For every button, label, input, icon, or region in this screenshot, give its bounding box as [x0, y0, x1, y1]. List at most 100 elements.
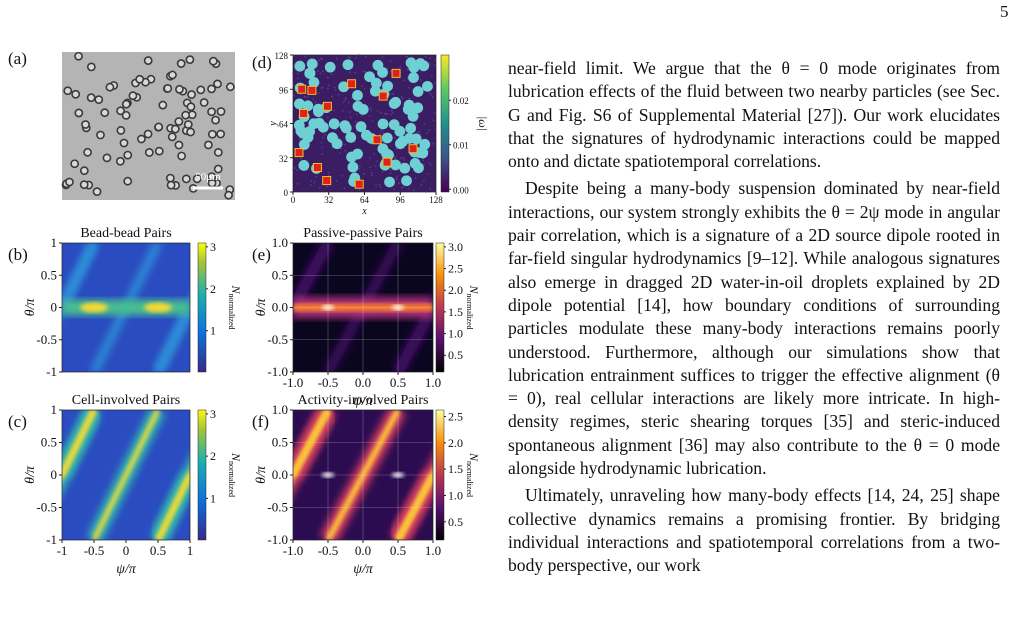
- vorticity-dot: [327, 171, 330, 174]
- vorticity-dot: [426, 173, 429, 176]
- vorticity-dot: [339, 152, 342, 154]
- bead: [74, 51, 83, 61]
- colorbar-label-sub: normalized: [227, 461, 236, 497]
- x-tick-label: 0.0: [355, 375, 371, 390]
- bead: [196, 85, 206, 95]
- heatmap: [293, 410, 433, 540]
- vorticity-dot: [391, 111, 394, 114]
- bead: [144, 148, 154, 157]
- vorticity-dot: [292, 94, 295, 97]
- bead: [135, 74, 145, 84]
- y-tick-label: 128: [275, 51, 289, 61]
- bead: [116, 126, 126, 135]
- vorticity-dot: [389, 60, 392, 63]
- vorticity-dot: [423, 122, 426, 125]
- vorticity-dot: [358, 189, 361, 191]
- y-tick-label: 0.5: [272, 267, 288, 282]
- active-particle: [354, 179, 364, 189]
- bead: [154, 146, 164, 156]
- colorbar-label-sub: normalized: [465, 461, 474, 497]
- x-tick-label: 1.0: [425, 375, 441, 390]
- bead: [207, 172, 217, 181]
- vorticity-dot: [403, 158, 406, 161]
- vorticity-dot: [427, 149, 430, 152]
- vorticity-dot: [304, 55, 307, 58]
- bead: [174, 140, 184, 150]
- vorticity-dot: [394, 156, 397, 159]
- vorticity-dot: [420, 79, 422, 81]
- vorticity-dot: [340, 147, 343, 150]
- bead: [181, 174, 191, 184]
- passive-particle: [294, 98, 305, 110]
- colorbar-label-sub: normalized: [465, 294, 474, 330]
- page-number: 5: [1000, 2, 1009, 21]
- vorticity-dot: [326, 116, 329, 119]
- bead: [70, 159, 80, 169]
- vorticity-dot: [347, 101, 350, 104]
- bead: [102, 153, 112, 163]
- vorticity-dot: [429, 163, 432, 166]
- y-tick-label: 96: [279, 85, 289, 95]
- colorbar-label: Nnormalized: [227, 285, 243, 330]
- vorticity-dot: [298, 138, 301, 140]
- passive-particle: [304, 67, 316, 79]
- bead: [115, 156, 125, 166]
- x-axis-label: ψ/π: [116, 562, 137, 577]
- bead: [213, 147, 223, 157]
- active-particle: [408, 144, 418, 154]
- vorticity-dot: [423, 163, 425, 166]
- vorticity-dot: [327, 87, 329, 90]
- x-tick-label: 32: [324, 195, 333, 205]
- vorticity-dot: [336, 180, 338, 183]
- vorticity-dot: [428, 129, 431, 131]
- vorticity-dot: [401, 97, 404, 100]
- vorticity-dot: [407, 68, 409, 71]
- vorticity-dot: [349, 71, 351, 74]
- vorticity-dot: [296, 77, 299, 80]
- x-tick-label: -1: [57, 543, 68, 558]
- passive-particle: [372, 59, 384, 71]
- x-tick-label: 1.0: [425, 543, 441, 558]
- y-tick-label: 0: [284, 188, 289, 198]
- vorticity-dot: [428, 92, 431, 94]
- passive-particle: [413, 162, 424, 174]
- passive-particle: [308, 118, 320, 130]
- y-axis-label: θ/π: [23, 465, 38, 484]
- bead: [186, 127, 195, 137]
- vorticity-dot: [416, 131, 419, 134]
- vorticity-dot: [320, 87, 323, 90]
- x-tick-label: 96: [396, 195, 406, 205]
- vorticity-dot: [314, 101, 317, 104]
- vorticity-dot: [293, 84, 295, 87]
- passive-particle: [352, 148, 363, 160]
- colorbar-tick-label: 1.0: [448, 488, 463, 502]
- vorticity-dot: [386, 112, 389, 115]
- bead: [187, 90, 196, 99]
- bead: [94, 95, 104, 105]
- x-tick-label: 0.5: [390, 375, 406, 390]
- bead: [116, 106, 125, 116]
- x-tick-label: 0.5: [150, 543, 166, 558]
- vorticity-dot: [331, 73, 333, 76]
- vorticity-dot: [408, 97, 411, 100]
- colorbar-label: Nnormalized: [465, 285, 481, 330]
- density-peak: [392, 305, 404, 310]
- density-ridge: [325, 410, 401, 540]
- colorbar-tick-label: 1.0: [448, 327, 463, 341]
- vorticity-dot: [397, 182, 400, 185]
- vorticity-dot: [422, 179, 425, 182]
- vorticity-dot: [348, 111, 351, 114]
- vorticity-dot: [363, 87, 366, 90]
- vorticity-dot: [321, 153, 323, 155]
- vorticity-dot: [343, 187, 346, 190]
- panel-title: Passive-passive Pairs: [303, 226, 422, 241]
- vorticity-dot: [315, 175, 317, 178]
- vorticity-dot: [402, 185, 405, 188]
- bead: [137, 134, 146, 144]
- passive-particle: [317, 121, 329, 133]
- vorticity-dot: [381, 56, 384, 59]
- vorticity-dot: [310, 184, 312, 186]
- vorticity-dot: [364, 70, 367, 73]
- vorticity-dot: [378, 133, 381, 136]
- passive-particle: [327, 132, 338, 144]
